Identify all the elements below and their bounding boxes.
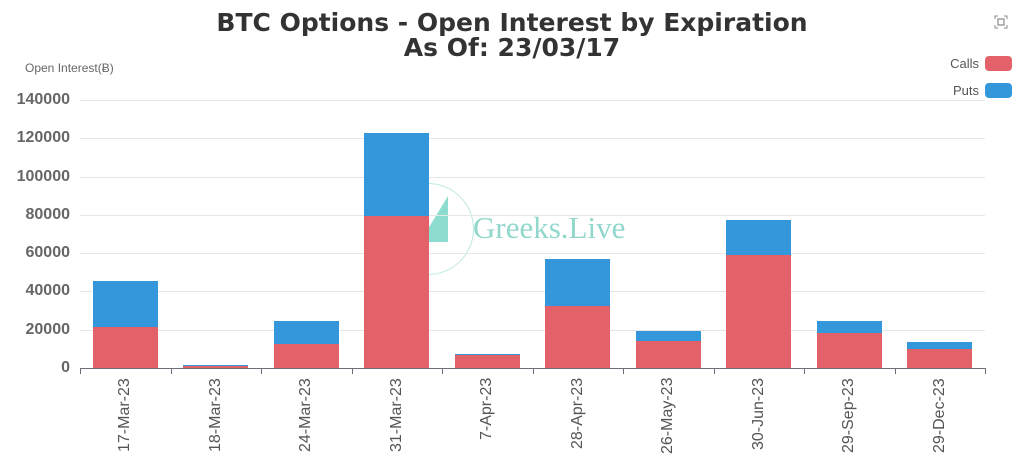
gridline [80,214,985,216]
legend-swatch-puts [985,83,1012,98]
x-tick-label: 17-Mar-23 [116,378,134,452]
legend-swatch-calls [985,56,1012,71]
bar-calls[interactable] [183,365,249,368]
legend-item-calls[interactable]: Calls [950,50,1012,77]
x-tick-label: 26-May-23 [659,377,677,454]
y-axis-name: Open Interest(Ƀ) [25,61,114,75]
legend-item-puts[interactable]: Puts [950,77,1012,104]
legend-label: Puts [952,83,979,98]
bar-puts[interactable] [92,280,158,327]
legend: Calls Puts [950,50,1012,104]
legend-label: Calls [950,56,979,71]
gridline [80,138,985,140]
gridline [80,100,985,101]
bar-puts[interactable] [273,321,339,345]
gridline [80,253,985,255]
bar-calls[interactable] [92,326,158,368]
y-tick-label: 120000 [16,129,70,147]
y-tick-label: 140000 [16,91,70,108]
x-tick-label: 29-Sep-23 [840,378,858,453]
x-axis-tick [80,368,81,374]
expand-icon[interactable] [994,15,1008,29]
x-tick-label: 24-Mar-23 [297,378,315,452]
bar-puts[interactable] [726,220,792,256]
y-tick-label: 20000 [25,320,71,338]
x-axis-tick [170,368,172,374]
y-tick-label: 0 [61,359,70,376]
bar-puts[interactable] [545,258,611,306]
x-axis-tick [894,368,896,374]
x-tick-label: 31-Mar-23 [387,378,405,452]
y-tick-label: 60000 [25,244,71,262]
x-axis-tick [532,368,534,374]
chart-title-line1: BTC Options - Open Interest by Expiratio… [216,8,808,37]
x-axis-tick [985,368,986,374]
y-tick-label: 40000 [25,282,71,300]
chart-title: BTC Options - Open Interest by Expiratio… [0,10,1024,60]
bar-puts[interactable] [364,133,430,216]
x-axis-tick [713,368,715,374]
bar-calls[interactable] [726,255,792,368]
bar-puts[interactable] [907,342,973,349]
bar-calls[interactable] [454,354,520,368]
x-tick-label: 30-Jun-23 [749,377,767,450]
x-axis-tick [623,368,624,374]
bar-calls[interactable] [545,305,611,368]
x-tick-label: 18-Mar-23 [206,378,224,452]
gridline [80,291,985,293]
y-tick-label: 100000 [16,167,70,185]
bar-calls[interactable] [907,348,973,368]
bar-puts[interactable] [454,354,520,355]
bar-calls[interactable] [635,341,701,368]
x-tick-label: 29-Dec-23 [930,378,948,453]
gridline [80,176,985,178]
y-tick-label: 80000 [25,205,71,223]
x-axis-tick [442,368,443,374]
x-tick-label: 28-Apr-23 [568,377,586,449]
bar-calls[interactable] [273,344,339,368]
x-tick-label: 7-Apr-23 [478,377,496,440]
x-axis-tick [261,368,262,374]
chart-title-line2: As Of: 23/03/17 [403,33,621,62]
bar-calls[interactable] [364,216,430,368]
x-axis-tick [804,368,805,374]
x-axis-tick [351,368,353,374]
bar-calls[interactable] [816,332,882,368]
bar-puts[interactable] [816,321,882,333]
bar-puts[interactable] [635,331,701,342]
gridline [80,329,985,331]
